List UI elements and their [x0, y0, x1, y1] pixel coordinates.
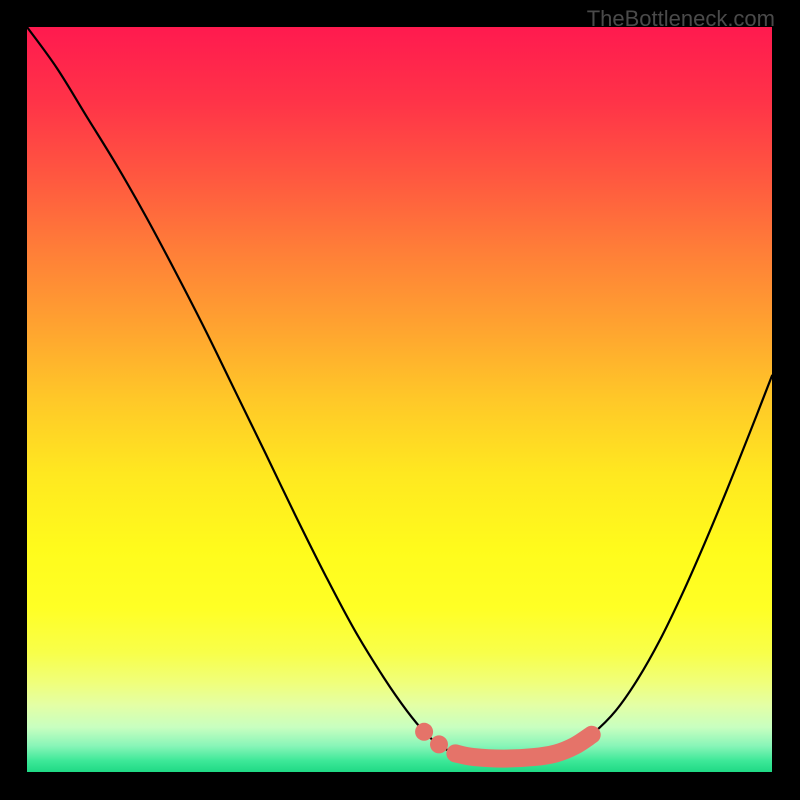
plot-gradient-background [27, 27, 772, 772]
highlight-dot [415, 723, 433, 741]
chart-svg [0, 0, 800, 800]
highlight-dot [430, 735, 448, 753]
watermark-text: TheBottleneck.com [587, 6, 775, 32]
chart-container: TheBottleneck.com [0, 0, 800, 800]
